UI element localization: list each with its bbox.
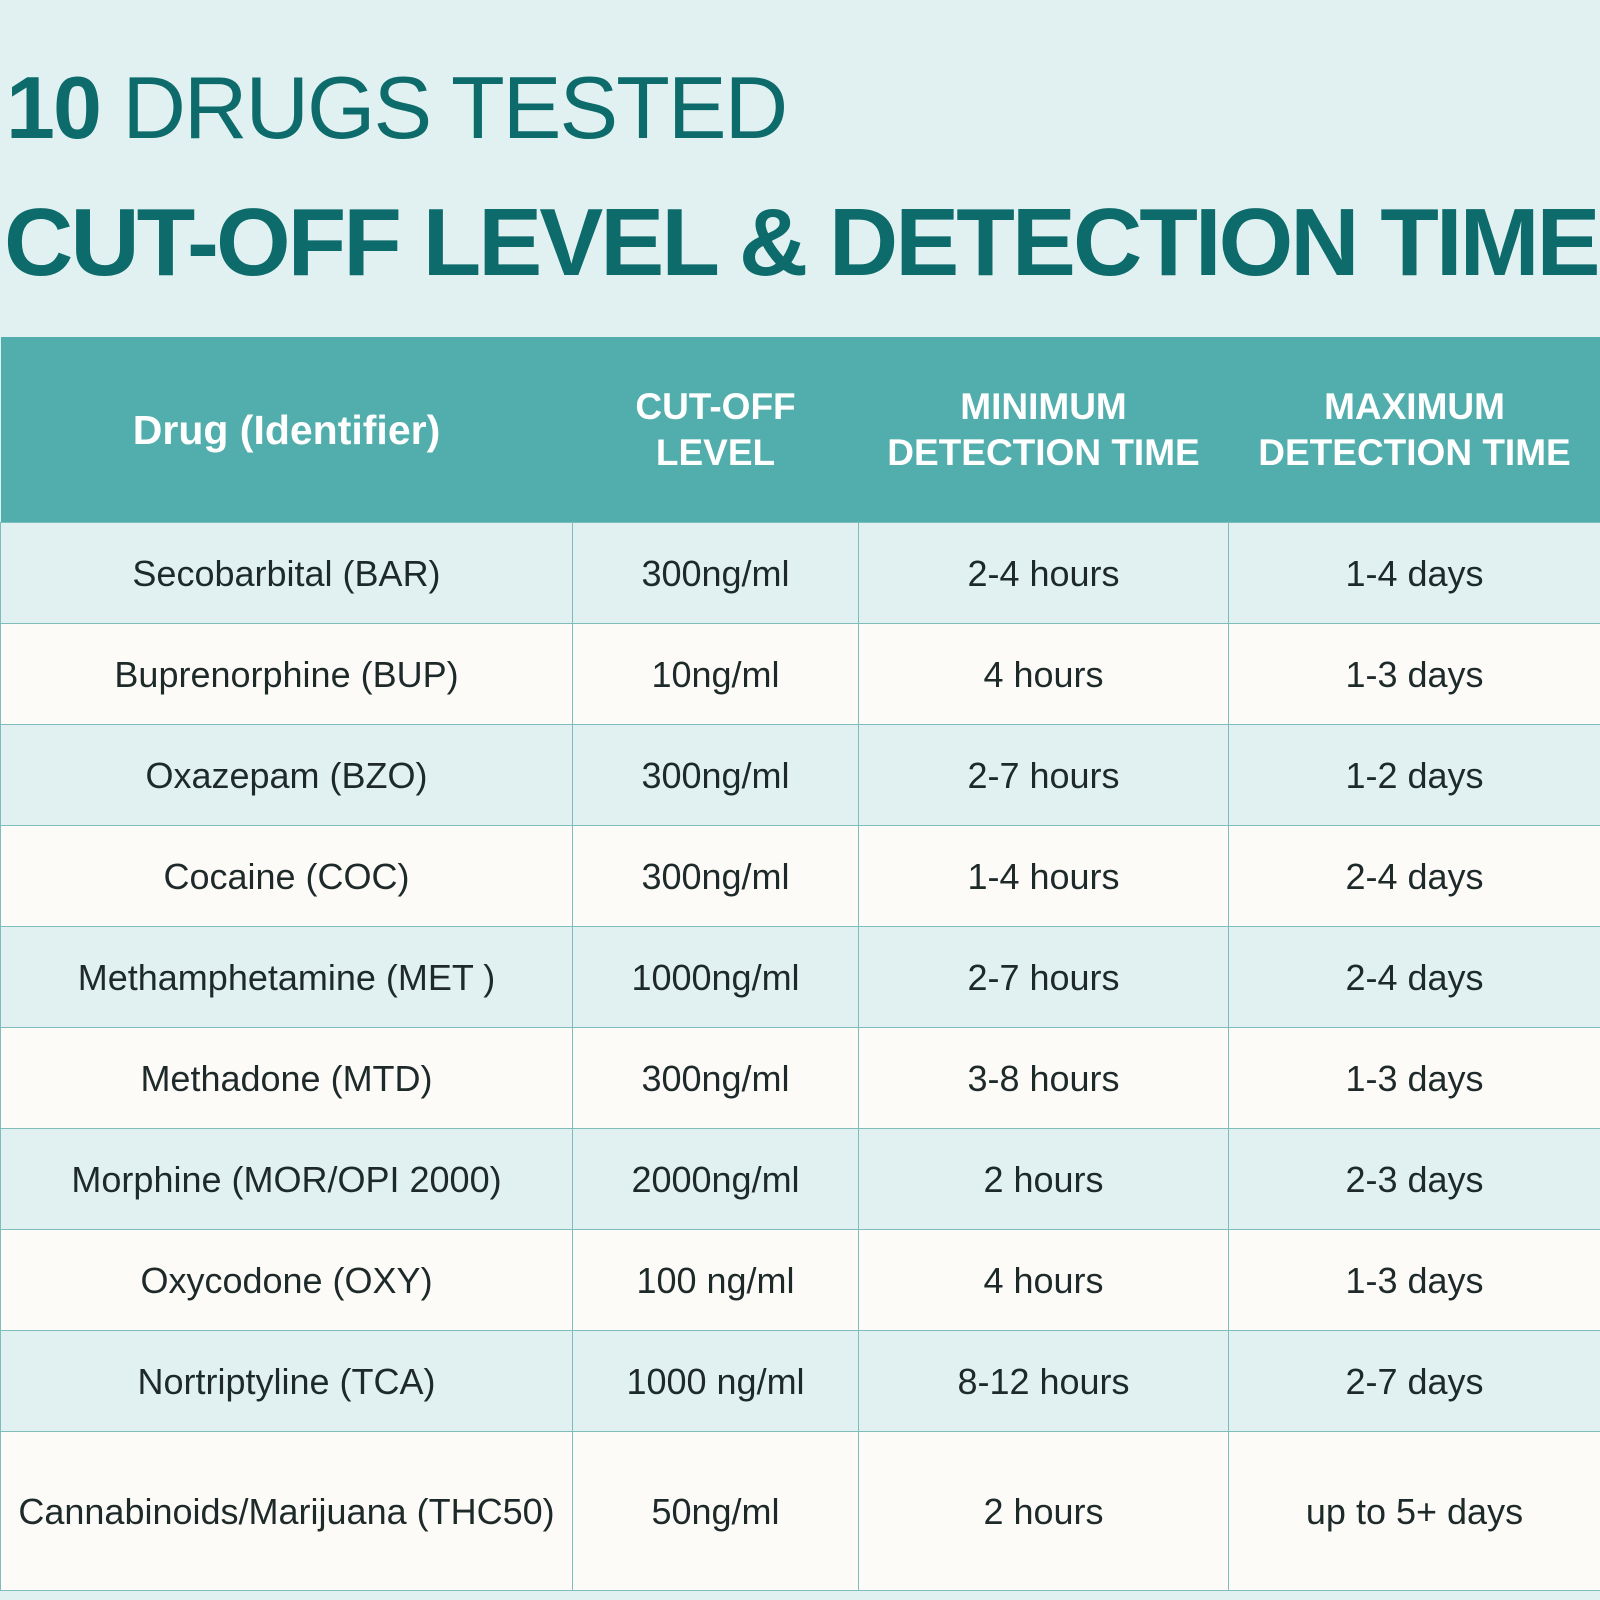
table-header-row: Drug (Identifier) CUT-OFF LEVEL MINIMUM … — [0, 337, 1600, 523]
cell-cutoff: 10ng/ml — [572, 623, 859, 725]
cell-min-time: 8-12 hours — [858, 1330, 1229, 1432]
cell-min-time: 2 hours — [858, 1431, 1229, 1591]
cell-min-time: 2-4 hours — [858, 522, 1229, 624]
cell-min-time: 2-7 hours — [858, 724, 1229, 826]
table-row: Morphine (MOR/OPI 2000) 2000ng/ml 2 hour… — [0, 1128, 1600, 1230]
cell-cutoff: 50ng/ml — [572, 1431, 859, 1591]
cell-max-time: 1-3 days — [1228, 1027, 1600, 1129]
cell-drug: Oxycodone (OXY) — [0, 1229, 573, 1331]
cell-max-time: 1-2 days — [1228, 724, 1600, 826]
cell-max-time: 1-3 days — [1228, 1229, 1600, 1331]
cell-drug: Morphine (MOR/OPI 2000) — [0, 1128, 573, 1230]
table-row: Oxazepam (BZO) 300ng/ml 2-7 hours 1-2 da… — [0, 724, 1600, 826]
cell-max-time: 2-4 days — [1228, 926, 1600, 1028]
cell-drug: Cocaine (COC) — [0, 825, 573, 927]
cell-drug: Buprenorphine (BUP) — [0, 623, 573, 725]
cell-cutoff: 100 ng/ml — [572, 1229, 859, 1331]
cell-drug: Methadone (MTD) — [0, 1027, 573, 1129]
cell-max-time: up to 5+ days — [1228, 1431, 1600, 1591]
title-line-1: 10 DRUGS TESTED — [6, 58, 788, 158]
cell-max-time: 1-3 days — [1228, 623, 1600, 725]
header-max-detection: MAXIMUM DETECTION TIME — [1228, 337, 1600, 523]
cell-drug: Methamphetamine (MET ) — [0, 926, 573, 1028]
cell-max-time: 1-4 days — [1228, 522, 1600, 624]
cell-max-time: 2-4 days — [1228, 825, 1600, 927]
drug-count: 10 — [6, 58, 102, 157]
cell-max-time: 2-7 days — [1228, 1330, 1600, 1432]
cell-min-time: 2 hours — [858, 1128, 1229, 1230]
header-min-detection: MINIMUM DETECTION TIME — [858, 337, 1229, 523]
table-row: Buprenorphine (BUP) 10ng/ml 4 hours 1-3 … — [0, 623, 1600, 725]
table-row: Cannabinoids/Marijuana (THC50) 50ng/ml 2… — [0, 1431, 1600, 1591]
cell-min-time: 2-7 hours — [858, 926, 1229, 1028]
title-line-2: CUT-OFF LEVEL & DETECTION TIME — [4, 189, 1600, 296]
drug-table: Drug (Identifier) CUT-OFF LEVEL MINIMUM … — [0, 337, 1600, 1591]
cell-drug: Nortriptyline (TCA) — [0, 1330, 573, 1432]
cell-drug: Oxazepam (BZO) — [0, 724, 573, 826]
cell-drug: Secobarbital (BAR) — [0, 522, 573, 624]
cell-drug: Cannabinoids/Marijuana (THC50) — [0, 1431, 573, 1591]
cell-cutoff: 1000 ng/ml — [572, 1330, 859, 1432]
cell-cutoff: 300ng/ml — [572, 825, 859, 927]
table-row: Oxycodone (OXY) 100 ng/ml 4 hours 1-3 da… — [0, 1229, 1600, 1331]
cell-cutoff: 300ng/ml — [572, 1027, 859, 1129]
header-drug: Drug (Identifier) — [0, 337, 573, 523]
cell-max-time: 2-3 days — [1228, 1128, 1600, 1230]
table-row: Methadone (MTD) 300ng/ml 3-8 hours 1-3 d… — [0, 1027, 1600, 1129]
header-cutoff: CUT-OFF LEVEL — [572, 337, 859, 523]
cell-cutoff: 300ng/ml — [572, 724, 859, 826]
title-drugs-tested: DRUGS TESTED — [122, 58, 788, 157]
cell-min-time: 3-8 hours — [858, 1027, 1229, 1129]
cell-cutoff: 300ng/ml — [572, 522, 859, 624]
cell-min-time: 4 hours — [858, 1229, 1229, 1331]
cell-cutoff: 2000ng/ml — [572, 1128, 859, 1230]
cell-cutoff: 1000ng/ml — [572, 926, 859, 1028]
table-row: Nortriptyline (TCA) 1000 ng/ml 8-12 hour… — [0, 1330, 1600, 1432]
table-row: Cocaine (COC) 300ng/ml 1-4 hours 2-4 day… — [0, 825, 1600, 927]
table-row: Secobarbital (BAR) 300ng/ml 2-4 hours 1-… — [0, 522, 1600, 624]
cell-min-time: 4 hours — [858, 623, 1229, 725]
cell-min-time: 1-4 hours — [858, 825, 1229, 927]
table-row: Methamphetamine (MET ) 1000ng/ml 2-7 hou… — [0, 926, 1600, 1028]
